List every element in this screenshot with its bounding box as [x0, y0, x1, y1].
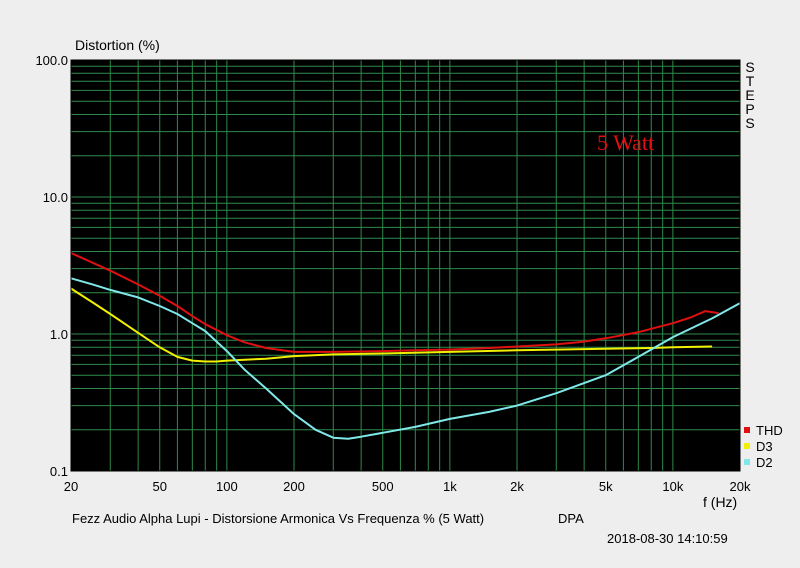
steps-letter: P — [745, 101, 755, 117]
legend-swatch-thd — [744, 427, 750, 433]
x-tick-label: 20 — [64, 479, 78, 494]
y-tick-label: 100.0 — [35, 53, 68, 68]
power-annotation: 5 Watt — [597, 130, 655, 155]
legend-label-thd: THD — [756, 422, 783, 438]
steps-letter: E — [745, 87, 755, 103]
x-tick-label: 5k — [599, 479, 613, 494]
y-tick-label: 0.1 — [50, 464, 68, 479]
legend-item-thd: THD — [744, 422, 783, 438]
x-tick-label: 50 — [153, 479, 167, 494]
y-tick-label: 10.0 — [43, 190, 68, 205]
x-axis-label: f (Hz) — [703, 494, 738, 510]
series-line-d3 — [70, 287, 713, 363]
plot-border — [70, 59, 741, 472]
x-tick-label: 1k — [443, 479, 457, 494]
timestamp: 2018-08-30 14:10:59 — [607, 531, 728, 546]
x-tick-label: 2k — [510, 479, 524, 494]
series-line-thd — [70, 252, 719, 353]
legend-label-d2: D2 — [756, 454, 773, 470]
steps-letter: T — [745, 73, 755, 89]
chart-title-suffix: DPA — [558, 511, 584, 526]
x-tick-label: 10k — [662, 479, 683, 494]
legend-label-d3: D3 — [756, 438, 773, 454]
legend-swatch-d2 — [744, 459, 750, 465]
legend: THD D3 D2 — [744, 422, 783, 470]
legend-item-d3: D3 — [744, 438, 783, 454]
steps-letter: S — [745, 115, 755, 131]
series-line-d2 — [70, 277, 741, 440]
x-tick-label: 100 — [216, 479, 238, 494]
x-tick-label: 200 — [283, 479, 305, 494]
x-tick-label: 20k — [730, 479, 751, 494]
x-tick-label: 500 — [372, 479, 394, 494]
steps-letter: S — [745, 59, 755, 75]
y-tick-label: 1.0 — [50, 327, 68, 342]
y-axis-label: Distortion (%) — [75, 37, 160, 53]
legend-swatch-d3 — [744, 443, 750, 449]
plot-area — [71, 60, 740, 471]
legend-item-d2: D2 — [744, 454, 783, 470]
chart-title: Fezz Audio Alpha Lupi - Distorsione Armo… — [72, 511, 485, 526]
